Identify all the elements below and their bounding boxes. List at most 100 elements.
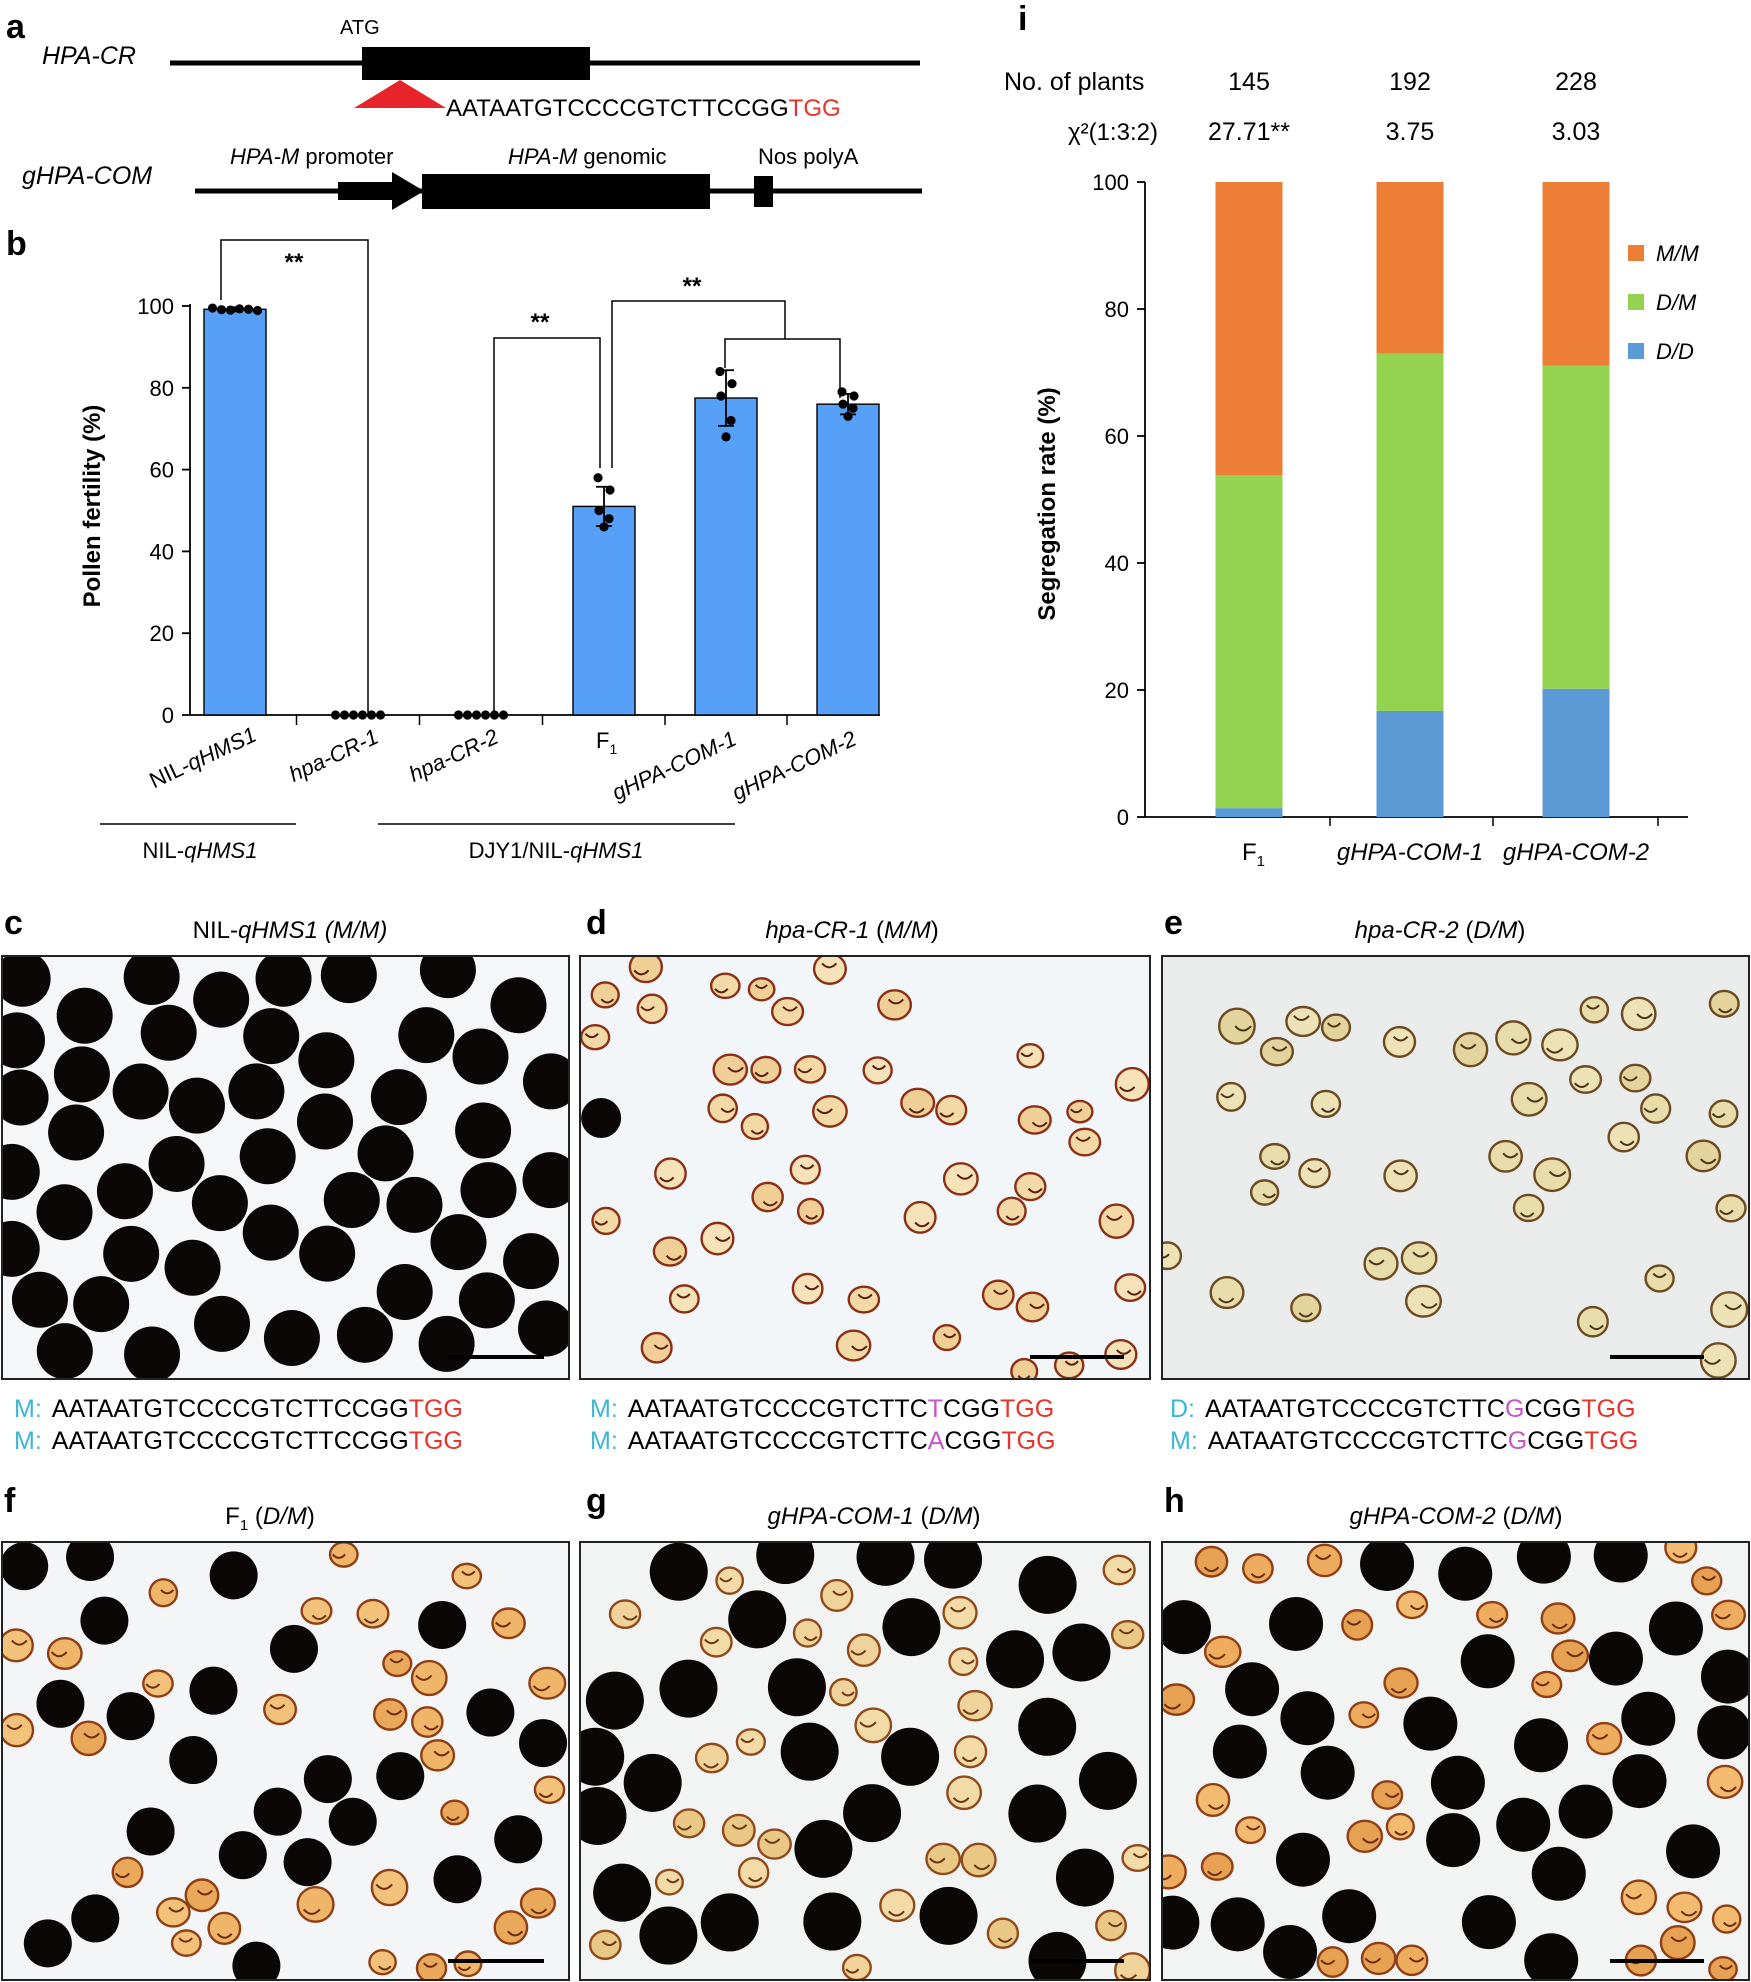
pollen-fold: [727, 1066, 744, 1073]
stained-pollen-grain: [881, 1727, 940, 1786]
stained-pollen-grain: [519, 1719, 568, 1768]
b-datapoint: [594, 505, 604, 516]
pollen-fold: [956, 1173, 974, 1180]
empty-pollen-grain: [1360, 1941, 1397, 1976]
empty-pollen-grain: [796, 1197, 825, 1225]
b-datapoint: [837, 387, 847, 397]
empty-pollen-grain: [1706, 1764, 1744, 1799]
empty-pollen-grain: [415, 1952, 448, 1979]
i-bar-segment: [1542, 365, 1610, 689]
pollen-fold: [1271, 1046, 1288, 1052]
atg-label: ATG: [340, 17, 380, 39]
sig-label-3: **: [683, 273, 702, 300]
pollen-fold: [1535, 1681, 1550, 1687]
pollen-fold: [600, 998, 615, 1004]
stained-pollen-grain: [398, 1007, 455, 1064]
stained-pollen-grain: [106, 1692, 155, 1741]
stained-pollen-grain: [924, 1543, 983, 1589]
empty-pollen-grain: [1708, 1099, 1739, 1128]
empty-pollen-grain: [1383, 1159, 1418, 1193]
pollen-fold: [160, 1589, 175, 1595]
pollen-fold: [1017, 1375, 1031, 1378]
pollen-fold: [1119, 1086, 1136, 1093]
empty-pollen-grain: [1346, 1819, 1384, 1853]
pollen-fold: [115, 1872, 130, 1879]
empty-pollen-grain: [846, 1633, 881, 1668]
stained-pollen-grain: [460, 1162, 517, 1219]
empty-pollen-grain: [1664, 1543, 1698, 1564]
pollen-fold: [952, 1797, 970, 1804]
pollen-fold: [1218, 1297, 1235, 1304]
pollen-fold: [507, 1930, 524, 1937]
b-datapoint: [721, 432, 731, 442]
polya-label: Nos polyA: [758, 144, 859, 169]
pollen-fold: [1519, 1212, 1535, 1218]
i-legend-swatch: [1628, 245, 1644, 261]
stained-pollen-grain: [466, 1688, 515, 1737]
stained-pollen-grain: [103, 1225, 160, 1282]
empty-pollen-grain: [1383, 1667, 1419, 1699]
pollen-fold: [1510, 1038, 1528, 1044]
b-datapoint: [715, 366, 725, 377]
pollen-fold: [887, 998, 905, 1005]
pollen-fold: [1020, 1052, 1034, 1058]
pollen-fold: [1700, 1158, 1717, 1165]
i-xlabel-f1: F1: [1242, 839, 1265, 870]
empty-pollen-grain: [1710, 1291, 1748, 1329]
b-datapoint: [593, 473, 603, 483]
stained-pollen-grain: [299, 1225, 356, 1282]
empty-pollen-grain: [1104, 1339, 1138, 1371]
b-ytick-label: 40: [150, 539, 174, 564]
pollen-fold: [1488, 1617, 1504, 1623]
empty-pollen-grain: [1579, 996, 1610, 1024]
pollen-fold: [461, 1570, 476, 1576]
pollen-fold: [832, 1590, 848, 1596]
stained-pollen-grain: [1593, 1543, 1648, 1583]
pollen-fold: [1262, 1193, 1276, 1199]
pollen-fold: [1203, 1566, 1220, 1573]
empty-pollen-grain: [1203, 1635, 1242, 1669]
pollen-fold: [83, 1732, 101, 1739]
pollen-fold: [1566, 1651, 1584, 1658]
pollen-fold: [1408, 1956, 1425, 1963]
pollen-fold: [532, 1685, 551, 1692]
stained-pollen-grain: [593, 1863, 652, 1922]
stained-pollen-grain: [253, 1787, 302, 1836]
b-bar: [816, 403, 880, 716]
i-legend-label: D/M: [1656, 290, 1697, 315]
stained-pollen-grain: [239, 1128, 296, 1185]
i-legend-label: D/D: [1656, 339, 1694, 364]
stained-pollen-grain: [1621, 1691, 1676, 1746]
stained-pollen-grain: [66, 1543, 115, 1581]
empty-pollen-grain: [533, 1775, 566, 1805]
empty-pollen-grain: [300, 1596, 333, 1625]
pollen-fold: [303, 1908, 321, 1915]
pollen-fold: [754, 984, 768, 990]
pollen-fold: [1207, 1804, 1225, 1810]
b-ytick-label: 80: [150, 376, 174, 401]
empty-pollen-grain: [877, 989, 913, 1021]
panel-label-b: b: [6, 225, 27, 263]
pollen-fold: [1361, 1837, 1379, 1844]
pollen-fold: [446, 1815, 460, 1822]
pollen-fold: [914, 1221, 930, 1228]
empty-pollen-grain: [155, 1897, 191, 1928]
pollen-fold: [1670, 1936, 1688, 1943]
stained-pollen-grain: [96, 1163, 153, 1220]
b-xlabel-com1: gHPA-COM-1: [608, 726, 740, 805]
seq-block-d: M: AATAATGTCCCCGTCTTCTCGGTGG M: AATAATGTCC…: [590, 1395, 1056, 1455]
empty-pollen-grain: [70, 1720, 107, 1757]
micrograph-c: [1, 955, 570, 1380]
stained-pollen-grain: [3, 1543, 49, 1591]
stained-pollen-grain: [53, 1046, 110, 1103]
empty-pollen-grain: [368, 1948, 397, 1976]
empty-pollen-grain: [847, 1285, 881, 1314]
stained-pollen-grain: [490, 977, 547, 1034]
empty-pollen-grain: [1576, 1305, 1609, 1338]
pollen-fold: [196, 1889, 213, 1896]
stained-pollen-grain: [36, 1323, 93, 1378]
b-ytick-label: 60: [150, 458, 174, 483]
i-ytick-label: 80: [1105, 297, 1129, 322]
pollen-grains-c: [3, 957, 568, 1378]
empty-pollen-grain: [981, 1279, 1015, 1311]
